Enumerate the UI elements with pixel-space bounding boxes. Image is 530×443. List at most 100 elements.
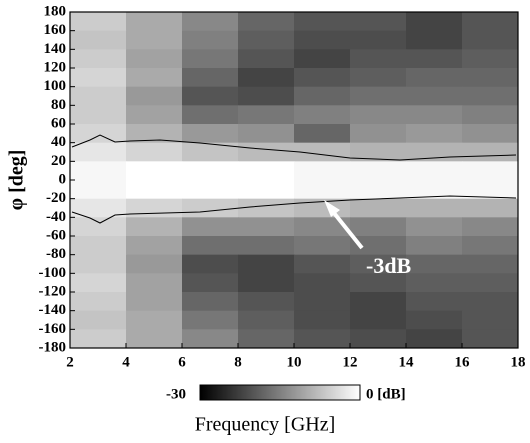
heatmap-cell	[462, 105, 518, 125]
heatmap-cell	[182, 68, 239, 88]
y-tick-label: -40	[46, 209, 66, 225]
heatmap-cell	[406, 124, 463, 144]
heatmap-cell	[294, 12, 351, 32]
heatmap-cell	[70, 68, 127, 88]
x-tick-label: 6	[178, 354, 186, 370]
heatmap-cell	[182, 124, 239, 144]
heatmap-cell	[126, 217, 183, 237]
annotation-text: -3dB	[366, 253, 412, 278]
heatmap-cell	[294, 217, 351, 237]
heatmap-cell	[126, 180, 183, 200]
heatmap-cell	[182, 254, 239, 274]
heatmap-cell	[70, 329, 127, 348]
heatmap-cell	[294, 329, 351, 348]
y-tick-label: -160	[39, 321, 67, 337]
x-tick-label: 12	[343, 354, 358, 370]
heatmap-cell	[182, 12, 239, 32]
x-tick-label: 4	[122, 354, 130, 370]
contour-line	[71, 134, 517, 161]
heatmap-cell	[182, 30, 239, 50]
heatmap-cell	[238, 180, 295, 200]
y-tick-label: -180	[39, 339, 67, 355]
heatmap-cell	[350, 124, 407, 144]
heatmap-cell	[462, 310, 518, 330]
y-tick-label: 0	[59, 171, 67, 187]
heatmap-cell	[350, 86, 407, 106]
heatmap-cell	[406, 49, 463, 69]
heatmap-cell	[126, 49, 183, 69]
heatmap-cell	[462, 236, 518, 256]
heatmap-cell	[350, 105, 407, 125]
heatmap-cell	[238, 105, 295, 125]
heatmap-cell	[126, 124, 183, 144]
heatmap-cell	[406, 217, 463, 237]
heatmap-cell	[294, 254, 351, 274]
heatmap-cell	[294, 161, 351, 181]
y-tick-label: 140	[44, 41, 67, 57]
heatmap-cell	[70, 105, 127, 125]
heatmap-cell	[238, 86, 295, 106]
heatmap-cell	[238, 292, 295, 312]
heatmap-cell	[126, 273, 183, 293]
heatmap-cell	[350, 12, 407, 32]
y-tick-label: 60	[51, 115, 66, 131]
heatmap-cell	[70, 180, 127, 200]
heatmap-cell	[238, 161, 295, 181]
heatmap-cell	[70, 198, 127, 218]
heatmap-cell	[462, 198, 518, 218]
heatmap-cell	[238, 236, 295, 256]
heatmap-cell	[294, 86, 351, 106]
heatmap-cell	[350, 236, 407, 256]
heatmap-cell	[70, 30, 127, 50]
heatmap-cell	[182, 273, 239, 293]
heatmap-cell	[70, 86, 127, 106]
y-tick-label: -60	[46, 227, 66, 243]
heatmap-cell	[294, 236, 351, 256]
x-tick-label: 16	[455, 354, 471, 370]
heatmap-cell	[126, 142, 183, 162]
heatmap-cell	[182, 180, 239, 200]
heatmap-cell	[294, 292, 351, 312]
x-axis-label: Frequency [GHz]	[195, 414, 336, 436]
heatmap-cell	[406, 236, 463, 256]
y-tick-label: 160	[44, 22, 67, 38]
y-tick-label: 100	[44, 78, 67, 94]
heatmap-cell	[350, 329, 407, 348]
heatmap-cell	[462, 180, 518, 200]
heatmap-cell	[70, 292, 127, 312]
colorbar	[199, 384, 361, 401]
x-tick-label: 10	[287, 354, 302, 370]
heatmap-cell	[294, 30, 351, 50]
heatmap-cell	[406, 329, 463, 348]
heatmap-cell	[294, 105, 351, 125]
y-tick-label: 40	[51, 134, 66, 150]
heatmap-cell	[462, 217, 518, 237]
heatmap-cell	[182, 198, 239, 218]
heatmap-cell	[70, 236, 127, 256]
y-tick-label: -80	[46, 246, 66, 262]
heatmap-cell	[462, 142, 518, 162]
heatmap-cell	[182, 142, 239, 162]
heatmap-cell	[350, 30, 407, 50]
heatmap-cell	[406, 198, 463, 218]
heatmap-cell	[126, 86, 183, 106]
heatmap-cell	[462, 124, 518, 144]
heatmap-cell	[350, 310, 407, 330]
annotation: -3dB	[324, 200, 412, 278]
x-tick-label: 2	[66, 354, 74, 370]
heatmap-cell	[70, 273, 127, 293]
heatmap-cell	[406, 310, 463, 330]
heatmap-cell	[182, 292, 239, 312]
heatmap-cell	[70, 124, 127, 144]
heatmap-cell	[350, 198, 407, 218]
heatmap-cell	[462, 292, 518, 312]
heatmap-cell	[182, 236, 239, 256]
heatmap-cell	[350, 49, 407, 69]
colorbar-tick-label: -30	[166, 386, 186, 402]
heatmap-cell	[462, 30, 518, 50]
heatmap-cell	[350, 142, 407, 162]
heatmap-cell	[238, 142, 295, 162]
heatmap-cell	[406, 273, 463, 293]
contour-line	[71, 195, 517, 224]
